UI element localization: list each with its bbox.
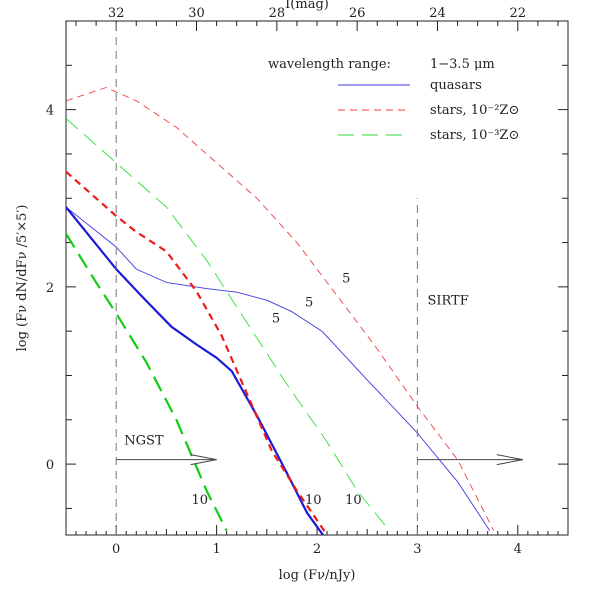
range-arrow-head bbox=[496, 454, 523, 466]
x-tick-label: 4 bbox=[514, 542, 522, 557]
plot-frame bbox=[65, 20, 569, 536]
legend-range: 1−3.5 μm bbox=[430, 57, 495, 72]
annotation-label: SIRTF bbox=[427, 294, 468, 309]
x2-tick-label: 26 bbox=[349, 6, 366, 21]
x2-tick-label: 30 bbox=[188, 6, 205, 21]
series-line-stars-2-thick bbox=[66, 170, 328, 535]
x2-tick-label: 28 bbox=[269, 6, 286, 21]
annotation-label: NGST bbox=[124, 434, 164, 449]
y-tick-label: 4 bbox=[46, 104, 54, 119]
series-line-quasars-thick bbox=[66, 206, 324, 535]
annotation-label: 10 bbox=[192, 493, 209, 508]
x-tick-label: 2 bbox=[313, 542, 321, 557]
legend-entry-label: stars, 10⁻³Z⊙ bbox=[430, 128, 519, 143]
series-line-stars-3-thick bbox=[66, 233, 228, 532]
y-tick-label: 0 bbox=[46, 458, 54, 473]
x2-axis-label: I(mag) bbox=[285, 0, 329, 12]
legend-entry-label: stars, 10⁻²Z⊙ bbox=[430, 103, 519, 118]
x2-tick-label: 22 bbox=[510, 6, 527, 21]
x2-tick-label: 32 bbox=[108, 6, 125, 21]
series-line-stars-3-thin bbox=[66, 118, 390, 531]
x-tick-label: 3 bbox=[413, 542, 421, 557]
annotation-label: 5 bbox=[342, 271, 350, 286]
y-axis-label: log (Fν dN/dFν /5′×5′) bbox=[15, 205, 30, 352]
annotation-label: 5 bbox=[272, 311, 280, 326]
x-tick-label: 0 bbox=[112, 542, 120, 557]
range-arrow-head bbox=[190, 454, 217, 466]
legend-title: wavelength range: bbox=[268, 57, 391, 72]
annotation-label: 10 bbox=[345, 493, 362, 508]
legend-entry-label: quasars bbox=[430, 78, 482, 93]
x-axis-label: log (Fν/nJy) bbox=[279, 568, 356, 583]
annotation-label: 5 bbox=[305, 295, 313, 310]
x2-tick-label: 24 bbox=[429, 6, 446, 21]
series-line-quasars-thin bbox=[66, 206, 491, 531]
series-line-stars-2-thin bbox=[66, 87, 495, 531]
x-tick-label: 1 bbox=[212, 542, 220, 557]
y-tick-label: 2 bbox=[46, 281, 54, 296]
annotation-label: 10 bbox=[305, 493, 322, 508]
